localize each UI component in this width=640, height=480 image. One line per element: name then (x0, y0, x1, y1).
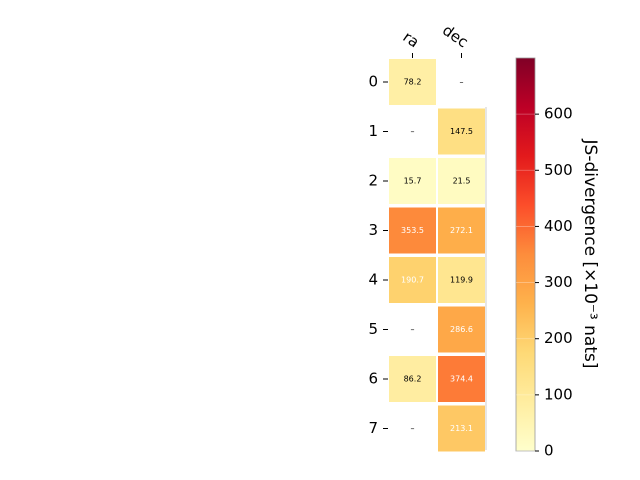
column-tick-label-ra: ra (400, 28, 423, 52)
colorbar-tick-label-300: 300 (544, 273, 573, 291)
cell-value-dec-4: 119.9 (450, 276, 473, 285)
colorbar-ticks: 0 100 200 300 400 500 600 (516, 105, 573, 460)
column-tick-label-dec: dec (439, 21, 471, 51)
row-tick-labels: 0 1 2 3 4 5 6 7 (368, 73, 388, 437)
heatmap-cells: 78.2 – – 147.5 15.7 21.5 353.5 272.1 190.7 119.9 –… (389, 59, 485, 452)
cell-value-ra-6: 86.2 (404, 375, 422, 384)
column-tick-labels: ra dec (400, 21, 472, 58)
cell-value-dec-3: 272.1 (450, 226, 473, 235)
colorbar-tick-label-500: 500 (544, 161, 573, 179)
colorbar-tick-label-200: 200 (544, 329, 573, 347)
row-tick-label-5: 5 (368, 320, 378, 338)
cell-value-ra-4: 190.7 (401, 276, 424, 285)
cell-value-dec-6: 374.4 (450, 375, 473, 384)
colorbar-tick-label-0: 0 (544, 442, 554, 460)
colorbar: 0 100 200 300 400 500 600 JS-divergence [×10⁻³… (515, 57, 600, 460)
row-tick-label-2: 2 (368, 172, 378, 190)
heatmap-cell-dec-4 (438, 257, 485, 303)
cell-value-ra-3: 353.5 (401, 226, 424, 235)
cell-value-ra-1: – (411, 127, 415, 136)
colorbar-tick-label-100: 100 (544, 385, 573, 403)
row-tick-label-0: 0 (368, 73, 378, 91)
heatmap-cell-dec-5 (438, 306, 485, 353)
row-tick-label-6: 6 (368, 370, 378, 388)
heatmap-cell-dec-7 (438, 405, 485, 452)
row-tick-label-7: 7 (368, 419, 378, 437)
cell-value-ra-5: – (411, 325, 415, 334)
colorbar-gradient (515, 57, 536, 452)
colorbar-tick-label-400: 400 (544, 217, 573, 235)
cell-value-ra-2: 15.7 (404, 177, 422, 186)
cell-value-dec-0: – (460, 78, 464, 87)
colorbar-label: JS-divergence [×10⁻³ nats] (580, 139, 600, 369)
cell-value-ra-7: – (411, 424, 415, 433)
heatmap-cell-ra-3 (389, 207, 436, 254)
row-tick-label-4: 4 (368, 271, 378, 289)
heatmap-cell-ra-2 (389, 158, 436, 204)
cell-value-dec-7: 213.1 (450, 424, 473, 433)
heatmap-cell-ra-4 (389, 257, 436, 303)
row-tick-label-1: 1 (368, 122, 378, 140)
cell-value-dec-5: 286.6 (450, 325, 473, 334)
heatmap-cell-dec-2 (438, 158, 485, 204)
cell-value-ra-0: 78.2 (404, 78, 422, 87)
colorbar-tick-label-600: 600 (544, 105, 573, 123)
cell-value-dec-1: 147.5 (450, 127, 473, 136)
cell-value-dec-2: 21.5 (453, 177, 471, 186)
heatmap-cell-dec-1 (438, 108, 485, 155)
heatmap-cell-ra-6 (389, 356, 436, 402)
heatmap-cell-dec-3 (438, 207, 485, 254)
row-tick-label-3: 3 (368, 221, 378, 239)
heatmap-cell-ra-0 (389, 59, 436, 105)
heatmap-cell-dec-6 (438, 356, 485, 402)
